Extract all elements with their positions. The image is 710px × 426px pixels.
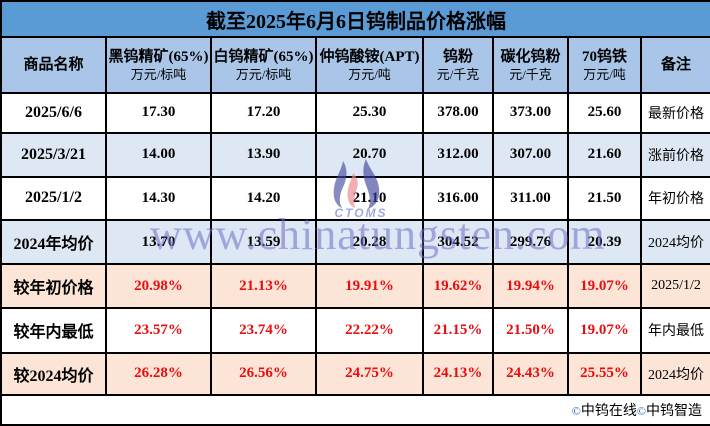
price-cell: 21.60 [567, 131, 642, 178]
price-cell: 14.30 [105, 175, 212, 221]
brand-chinatungsten-online: 中钨在线 [580, 403, 637, 419]
pct-cell: 26.56% [210, 351, 317, 396]
table-row: 较年内最低 23.57% 23.74% 22.22% 21.15% 21.50%… [0, 307, 710, 354]
price-cell: 13.70 [105, 218, 212, 266]
price-cell: 311.00 [492, 175, 569, 221]
pct-cell: 20.98% [105, 263, 212, 310]
pct-cell: 21.13% [210, 263, 317, 310]
remark-cell: 涨前价格 [640, 131, 710, 178]
price-cell: 312.00 [422, 131, 494, 178]
price-cell: 25.30 [315, 92, 424, 134]
remark-cell: 最新价格 [640, 92, 710, 134]
copyright-icon: © [636, 403, 646, 418]
price-cell: 14.00 [105, 131, 212, 178]
col-header-apt: 仲钨酸铵(APT) 万元/吨 [315, 36, 424, 95]
col-header-tungsten-powder: 钨粉 元/千克 [422, 36, 494, 95]
col-header-product: 商品名称 [0, 36, 107, 95]
price-cell: 373.00 [492, 92, 569, 134]
price-cell: 17.20 [210, 92, 317, 134]
copyright-note: ©中钨在线©中钨智造 [0, 393, 710, 426]
remark-cell: 2024均价 [640, 351, 710, 396]
col-header-ferro-tungsten: 70钨铁 万元/吨 [567, 36, 642, 95]
price-cell: 21.10 [315, 175, 424, 221]
price-cell: 378.00 [422, 92, 494, 134]
price-cell: 304.52 [422, 218, 494, 266]
pct-cell: 25.55% [567, 351, 642, 396]
price-cell: 20.28 [315, 218, 424, 266]
pct-cell: 23.74% [210, 307, 317, 354]
table-row: 2025/6/6 17.30 17.20 25.30 378.00 373.00… [0, 92, 710, 134]
pct-cell: 24.13% [422, 351, 494, 396]
price-cell: 20.70 [315, 131, 424, 178]
price-cell: 316.00 [422, 175, 494, 221]
row-label: 2025/3/21 [0, 131, 107, 178]
pct-cell: 19.91% [315, 263, 424, 310]
remark-cell: 2024均价 [640, 218, 710, 266]
remark-cell: 2025/1/2 [640, 263, 710, 310]
table-row: 2025/1/2 14.30 14.20 21.10 316.00 311.00… [0, 175, 710, 221]
price-cell: 17.30 [105, 92, 212, 134]
price-cell: 20.39 [567, 218, 642, 266]
col-header-remark: 备注 [640, 36, 710, 95]
pct-cell: 19.07% [567, 307, 642, 354]
pct-cell: 21.50% [492, 307, 569, 354]
table-row: 2024年均价 13.70 13.59 20.28 304.52 299.76 … [0, 218, 710, 266]
row-label: 2025/1/2 [0, 175, 107, 221]
table-title: 截至2025年6月6日钨制品价格涨幅 [0, 0, 710, 39]
table-row: 2025/3/21 14.00 13.90 20.70 312.00 307.0… [0, 131, 710, 178]
col-header-black-tungsten: 黑钨精矿(65%) 万元/标吨 [105, 36, 212, 95]
row-label: 2025/6/6 [0, 92, 107, 134]
pct-cell: 24.75% [315, 351, 424, 396]
pct-cell: 22.22% [315, 307, 424, 354]
row-label: 较年内最低 [0, 307, 107, 354]
pct-cell: 24.43% [492, 351, 569, 396]
price-cell: 14.20 [210, 175, 317, 221]
remark-cell: 年初价格 [640, 175, 710, 221]
pct-cell: 21.15% [422, 307, 494, 354]
pct-cell: 26.28% [105, 351, 212, 396]
remark-cell: 年内最低 [640, 307, 710, 354]
table-row: 较年初价格 20.98% 21.13% 19.91% 19.62% 19.94%… [0, 263, 710, 310]
copyright-icon: © [571, 403, 581, 418]
brand-chinatungsten-smart: 中钨智造 [646, 403, 702, 419]
pct-cell: 23.57% [105, 307, 212, 354]
row-label: 较2024均价 [0, 351, 107, 396]
col-header-carbide-powder: 碳化钨粉 元/千克 [492, 36, 569, 95]
price-cell: 13.59 [210, 218, 317, 266]
pct-cell: 19.62% [422, 263, 494, 310]
row-label: 2024年均价 [0, 218, 107, 266]
col-header-white-tungsten: 白钨精矿(65%) 万元/标吨 [210, 36, 317, 95]
price-cell: 307.00 [492, 131, 569, 178]
price-cell: 13.90 [210, 131, 317, 178]
price-cell: 299.76 [492, 218, 569, 266]
price-cell: 25.60 [567, 92, 642, 134]
pct-cell: 19.07% [567, 263, 642, 310]
pct-cell: 19.94% [492, 263, 569, 310]
footer-row: ©中钨在线©中钨智造 [0, 393, 710, 426]
price-cell: 21.50 [567, 175, 642, 221]
table-row: 较2024均价 26.28% 26.56% 24.75% 24.13% 24.4… [0, 351, 710, 396]
row-label: 较年初价格 [0, 263, 107, 310]
